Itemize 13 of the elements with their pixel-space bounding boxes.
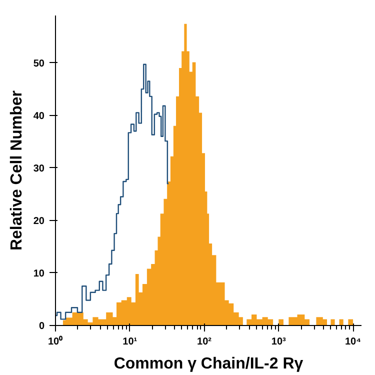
- x-tick-label: 10³: [271, 336, 287, 348]
- y-tick-label: 50: [33, 58, 45, 70]
- y-tick-label: 30: [33, 163, 45, 174]
- y-tick-label: 0: [38, 321, 45, 332]
- y-tick-label: 20: [33, 216, 45, 227]
- x-axis-title: Common γ Chain/IL-2 Rγ: [114, 356, 304, 372]
- y-tick-label: 10: [33, 268, 45, 280]
- y-tick-label: 40: [33, 110, 45, 122]
- y-axis-title: Relative Cell Number: [8, 90, 26, 251]
- x-tick-label: 10⁴: [344, 336, 362, 348]
- x-tick-label: 10¹: [122, 336, 138, 348]
- x-tick-label: 10²: [197, 336, 212, 348]
- x-tick-label: 10⁰: [48, 336, 64, 348]
